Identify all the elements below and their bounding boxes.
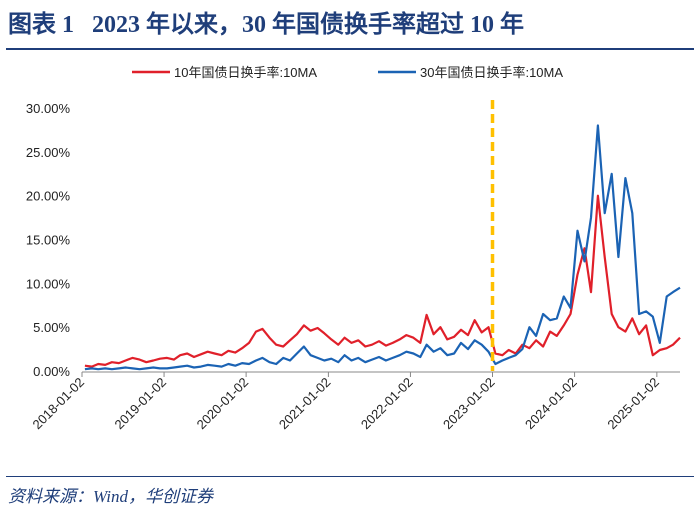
legend-label: 10年国债日换手率:10MA bbox=[174, 65, 317, 80]
figure-title: 图表 1 2023 年以来，30 年国债换手率超过 10 年 bbox=[8, 12, 524, 38]
x-tick-label: 2022-01-02 bbox=[358, 375, 416, 433]
line-chart: 10年国债日换手率:10MA 30年国债日换手率:10MA 0.00% 5.00% 10… bbox=[26, 65, 681, 433]
x-tick-label: 2020-01-02 bbox=[194, 375, 252, 433]
x-tick-label: 2024-01-02 bbox=[522, 375, 580, 433]
source-note: 资料来源：Wind，华创证券 bbox=[8, 487, 213, 506]
y-tick-label: 15.00% bbox=[26, 233, 71, 248]
x-tick-label: 2018-01-02 bbox=[29, 375, 87, 433]
y-tick-label: 20.00% bbox=[26, 189, 71, 204]
y-tick-label: 5.00% bbox=[33, 320, 70, 335]
series-line bbox=[84, 194, 681, 368]
x-tick-label: 2019-01-02 bbox=[112, 375, 170, 433]
x-tick-label: 2023-01-02 bbox=[440, 375, 498, 433]
source-divider bbox=[6, 476, 694, 477]
y-tick-label: 0.00% bbox=[33, 364, 70, 379]
y-tick-label: 25.00% bbox=[26, 145, 71, 160]
y-tick-label: 10.00% bbox=[26, 276, 71, 291]
series-line bbox=[84, 124, 681, 371]
y-tick-label: 30.00% bbox=[26, 101, 71, 116]
x-tick-label: 2025-01-02 bbox=[604, 375, 662, 433]
legend-label: 30年国债日换手率:10MA bbox=[420, 65, 563, 80]
x-tick-label: 2021-01-02 bbox=[276, 375, 334, 433]
title-divider bbox=[6, 48, 694, 50]
